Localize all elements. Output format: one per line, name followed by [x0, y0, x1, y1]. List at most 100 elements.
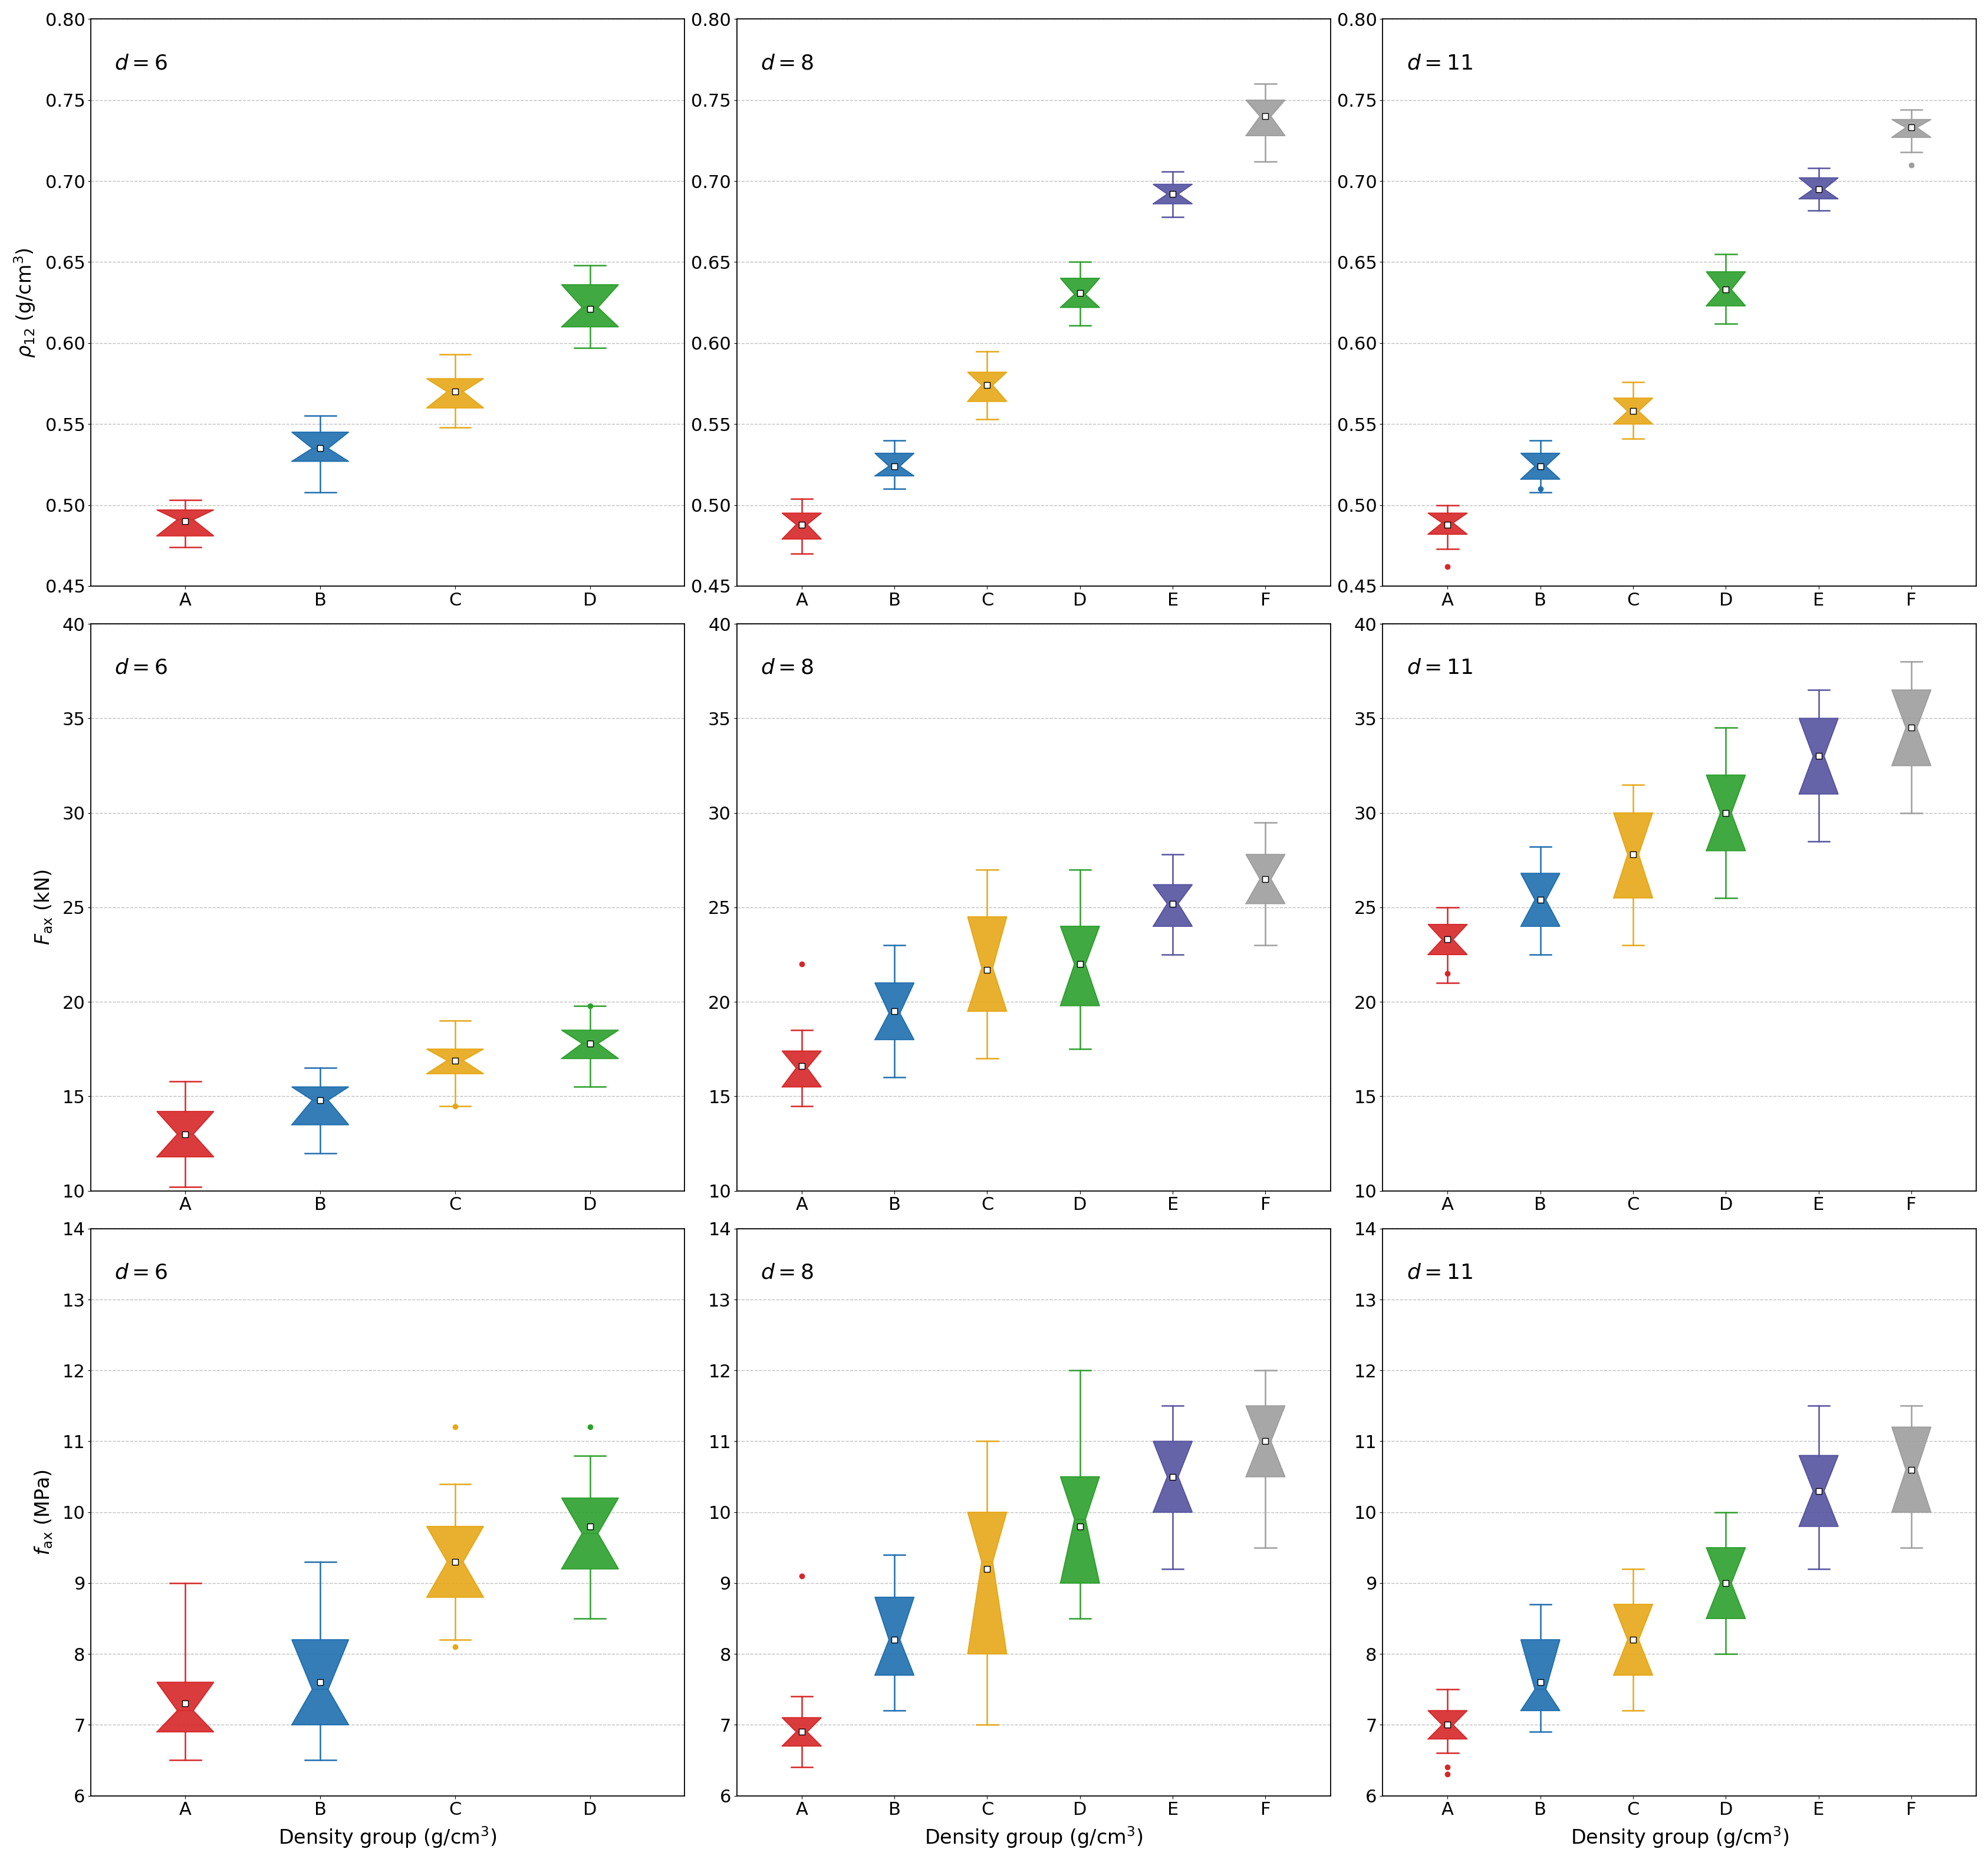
Polygon shape [781, 1732, 821, 1747]
Polygon shape [1706, 814, 1745, 851]
Polygon shape [1612, 814, 1652, 855]
Polygon shape [1891, 119, 1930, 128]
Polygon shape [1891, 1426, 1930, 1469]
Polygon shape [968, 1512, 1006, 1562]
Text: $d = 6$: $d = 6$ [115, 1262, 167, 1283]
Text: $d = 11$: $d = 11$ [1406, 657, 1471, 678]
Y-axis label: $\rho_{12}$ (g/cm$^{3}$): $\rho_{12}$ (g/cm$^{3}$) [12, 248, 38, 358]
Polygon shape [157, 519, 213, 536]
Polygon shape [1612, 1640, 1652, 1676]
Polygon shape [1246, 1406, 1284, 1441]
Polygon shape [781, 1069, 821, 1087]
Polygon shape [427, 1527, 483, 1562]
Polygon shape [1799, 179, 1837, 190]
Polygon shape [427, 1048, 483, 1061]
Text: $d = 8$: $d = 8$ [759, 54, 813, 73]
Polygon shape [157, 1681, 213, 1711]
X-axis label: Density group (g/cm$^3$): Density group (g/cm$^3$) [1571, 1825, 1787, 1849]
Polygon shape [1799, 719, 1837, 756]
Text: $d = 11$: $d = 11$ [1406, 1262, 1471, 1283]
Polygon shape [427, 391, 483, 408]
Polygon shape [1153, 1477, 1193, 1512]
Text: $d = 6$: $d = 6$ [115, 657, 167, 678]
Polygon shape [875, 1598, 914, 1640]
Polygon shape [1060, 965, 1099, 1005]
Polygon shape [1799, 1456, 1837, 1491]
Polygon shape [1427, 1711, 1467, 1724]
Polygon shape [1706, 1583, 1745, 1618]
Polygon shape [1153, 1441, 1193, 1477]
Polygon shape [1060, 294, 1099, 307]
Polygon shape [1891, 128, 1930, 138]
Polygon shape [1521, 452, 1559, 466]
Polygon shape [1799, 1491, 1837, 1527]
Polygon shape [781, 1050, 821, 1069]
Polygon shape [1060, 1519, 1099, 1583]
Polygon shape [1799, 756, 1837, 793]
Polygon shape [1706, 290, 1745, 305]
Polygon shape [1799, 190, 1837, 199]
Polygon shape [1521, 1640, 1559, 1689]
Polygon shape [427, 1562, 483, 1598]
Polygon shape [968, 916, 1006, 968]
Polygon shape [968, 968, 1006, 1011]
Polygon shape [1612, 412, 1652, 425]
Polygon shape [968, 1562, 1006, 1653]
Polygon shape [1427, 1724, 1467, 1739]
Polygon shape [1612, 398, 1652, 412]
Polygon shape [561, 1030, 618, 1043]
Polygon shape [561, 1043, 618, 1059]
Polygon shape [561, 307, 618, 328]
Polygon shape [292, 449, 348, 462]
Polygon shape [157, 510, 213, 519]
Polygon shape [875, 1013, 914, 1039]
Polygon shape [292, 1087, 348, 1100]
Polygon shape [1153, 884, 1193, 903]
Polygon shape [427, 378, 483, 391]
Polygon shape [1891, 1469, 1930, 1512]
X-axis label: Density group (g/cm$^3$): Density group (g/cm$^3$) [278, 1825, 497, 1849]
Polygon shape [968, 372, 1006, 385]
Polygon shape [1060, 277, 1099, 294]
Polygon shape [1427, 924, 1467, 940]
Polygon shape [1521, 1689, 1559, 1711]
Polygon shape [875, 452, 914, 466]
Polygon shape [427, 1061, 483, 1074]
Polygon shape [292, 1689, 348, 1724]
Polygon shape [1246, 115, 1284, 136]
Polygon shape [1427, 523, 1467, 534]
Polygon shape [1521, 873, 1559, 899]
Y-axis label: $F_{\mathrm{ax}}$ (kN): $F_{\mathrm{ax}}$ (kN) [34, 870, 54, 946]
Polygon shape [1706, 1547, 1745, 1583]
Polygon shape [1246, 1441, 1284, 1477]
Text: $d = 8$: $d = 8$ [759, 657, 813, 678]
Polygon shape [1153, 194, 1193, 203]
Polygon shape [157, 1711, 213, 1732]
Polygon shape [781, 514, 821, 525]
Polygon shape [561, 1534, 618, 1570]
Polygon shape [1706, 272, 1745, 290]
Polygon shape [292, 1100, 348, 1125]
Polygon shape [875, 466, 914, 477]
Polygon shape [1612, 855, 1652, 897]
Polygon shape [561, 285, 618, 307]
Polygon shape [968, 385, 1006, 402]
Polygon shape [781, 1719, 821, 1732]
Polygon shape [1246, 879, 1284, 903]
Y-axis label: $f_{\mathrm{ax}}$ (MPa): $f_{\mathrm{ax}}$ (MPa) [34, 1469, 54, 1555]
Polygon shape [1427, 940, 1467, 955]
Polygon shape [1706, 775, 1745, 814]
Text: $d = 8$: $d = 8$ [759, 1262, 813, 1283]
Polygon shape [1521, 899, 1559, 925]
Polygon shape [781, 525, 821, 540]
Polygon shape [1246, 855, 1284, 879]
Polygon shape [1612, 1605, 1652, 1640]
Polygon shape [292, 432, 348, 449]
Polygon shape [1521, 466, 1559, 479]
Polygon shape [561, 1499, 618, 1534]
Polygon shape [1060, 1477, 1099, 1519]
Text: $d = 11$: $d = 11$ [1406, 54, 1471, 73]
Polygon shape [1427, 514, 1467, 523]
Text: $d = 6$: $d = 6$ [115, 54, 167, 73]
Polygon shape [1246, 101, 1284, 115]
